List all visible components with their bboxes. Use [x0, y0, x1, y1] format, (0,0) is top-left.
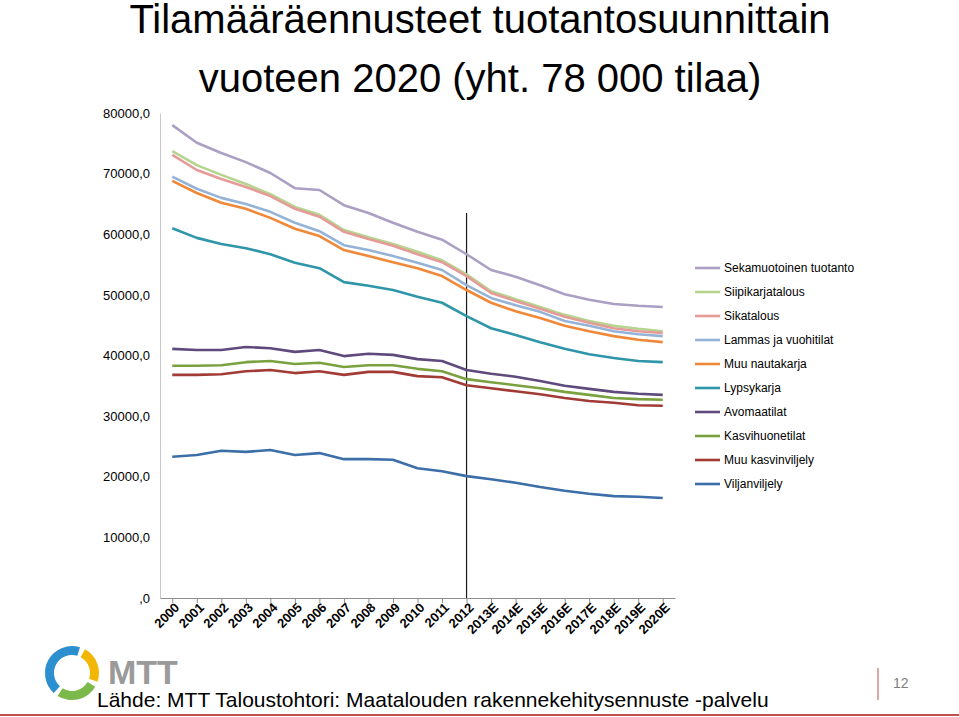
footer-divider [878, 668, 879, 700]
legend-label: Muu nautakarja [724, 357, 807, 371]
chart-container: Tilamääräennusteet tuotantosuunnittain vu… [0, 0, 959, 717]
x-tick-label: 2006 [298, 600, 329, 631]
x-tick-label: 2008 [347, 600, 378, 631]
chart-title: Tilamääräennusteet tuotantosuunnittain vu… [129, 0, 830, 100]
x-tick: 2020E [636, 598, 673, 637]
x-tick-label: 2002 [200, 600, 231, 631]
y-tick: ,0 [139, 591, 160, 606]
x-tick: 2001 [176, 598, 207, 631]
logo-arc [45, 646, 80, 693]
x-tick: 2011 [422, 598, 453, 630]
series-line [172, 125, 662, 307]
legend-label: Sekamuotoinen tuotanto [724, 261, 854, 275]
legend-label: Lypsykarja [724, 381, 781, 395]
legend-swatch [695, 387, 720, 390]
logo [45, 646, 99, 700]
y-tick: 70000,0 [103, 166, 160, 181]
x-tick-label: 2004 [249, 599, 281, 631]
chart-svg: Tilamääräennusteet tuotantosuunnittain vu… [0, 0, 959, 717]
y-axis-line [160, 114, 161, 599]
source-note: Lähde: MTT Taloustohtori: Maatalouden ra… [97, 688, 769, 711]
series-line [172, 181, 662, 342]
series-line [172, 151, 662, 331]
series-line [172, 155, 662, 333]
x-tick-label: 2020E [636, 600, 673, 637]
legend-swatch [695, 339, 720, 342]
footer-rule [0, 714, 959, 716]
x-tick: 2004 [249, 598, 281, 631]
x-tick: 2003 [225, 598, 256, 631]
x-tick: 2002 [200, 598, 231, 631]
y-tick: 20000,0 [103, 469, 160, 484]
y-tick: 60000,0 [103, 227, 160, 242]
forecast-divider [466, 213, 467, 598]
legend-swatch [695, 267, 720, 270]
title-line: vuoteen 2020 (yht. 78 000 tilaa) [199, 56, 762, 100]
series-line [172, 450, 662, 498]
logo-arc [81, 649, 99, 681]
y-tick-label: 70000,0 [103, 166, 150, 181]
legend-label: Viljanviljely [724, 477, 782, 491]
x-tick-label: 2005 [274, 600, 305, 631]
y-axis: ,0 10000,0 20000,0 30000,0 40000,0 50000,0 600… [103, 106, 161, 606]
x-tick-label: 2011 [422, 600, 453, 631]
y-tick: 80000,0 [103, 106, 160, 121]
y-tick-label: 50000,0 [103, 288, 150, 303]
y-tick-label: 20000,0 [103, 469, 150, 484]
y-tick: 50000,0 [103, 288, 160, 303]
x-tick-label: 2000 [151, 600, 182, 631]
legend-swatch [695, 411, 720, 414]
y-tick-label: 40000,0 [103, 348, 150, 363]
title-line: Tilamääräennusteet tuotantosuunnittain [129, 0, 830, 41]
legend-swatch [695, 435, 720, 438]
series-line [172, 177, 662, 336]
legend-swatch [695, 291, 720, 294]
y-tick: 40000,0 [103, 348, 160, 363]
y-tick-label: 10000,0 [103, 530, 150, 545]
logo-arc [58, 682, 96, 700]
legend: Sekamuotoinen tuotanto Siipikarjatalous Si… [695, 261, 854, 491]
legend-swatch [695, 459, 720, 462]
legend-swatch [695, 363, 720, 366]
x-tick-label: 2010 [397, 600, 428, 631]
series-line [172, 370, 662, 406]
x-tick-label: 2009 [372, 600, 403, 631]
x-tick-label: 2003 [225, 600, 256, 631]
x-tick: 2006 [298, 598, 329, 631]
y-tick-label: ,0 [139, 591, 150, 606]
series-line [172, 361, 662, 400]
x-tick: 2000 [151, 598, 182, 631]
legend-swatch [695, 315, 720, 318]
y-tick: 10000,0 [103, 530, 160, 545]
legend-label: Kasvihuonetilat [724, 429, 806, 443]
y-tick: 30000,0 [103, 409, 160, 424]
y-tick-label: 60000,0 [103, 227, 150, 242]
x-tick: 2010 [397, 598, 428, 631]
x-tick-label: 2001 [176, 600, 207, 631]
legend-label: Muu kasvinviljely [724, 453, 814, 467]
legend-label: Lammas ja vuohitilat [724, 333, 834, 347]
x-tick: 2009 [372, 598, 403, 631]
y-tick-label: 80000,0 [103, 106, 150, 121]
series-line [172, 228, 662, 362]
logo-text: MTT [108, 653, 178, 691]
plot-area [172, 125, 662, 598]
page-number: 12 [893, 675, 909, 691]
x-tick-label: 2007 [323, 600, 354, 631]
legend-label: Sikatalous [724, 309, 779, 323]
legend-label: Siipikarjatalous [724, 285, 805, 299]
x-tick: 2008 [347, 598, 378, 631]
x-axis: 2000200120022003200420052006200720082009… [151, 598, 675, 637]
legend-label: Avomaatilat [724, 405, 787, 419]
x-tick: 2005 [274, 598, 305, 631]
legend-swatch [695, 483, 720, 486]
y-tick-label: 30000,0 [103, 409, 150, 424]
x-tick: 2007 [323, 598, 354, 631]
